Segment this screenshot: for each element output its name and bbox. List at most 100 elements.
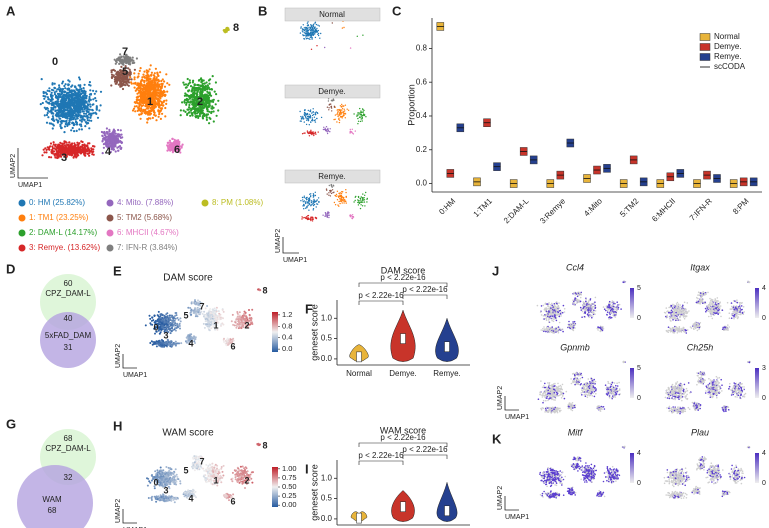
cell-point [130, 82, 133, 85]
cell-point [86, 119, 89, 122]
cell-point [179, 320, 182, 323]
cell-point [302, 217, 304, 219]
cell-point [309, 114, 312, 117]
cell-point [306, 22, 309, 24]
cell-point [186, 113, 189, 116]
cell-point [167, 466, 170, 469]
cell-point [328, 107, 330, 109]
cell-point [162, 100, 165, 104]
cell-point [158, 340, 161, 343]
cell-point [211, 308, 214, 311]
cell-point [148, 85, 151, 88]
cell-point [66, 91, 69, 94]
cell-point [240, 327, 243, 330]
cell-point [238, 311, 241, 314]
cell-point [311, 216, 313, 219]
cell-point [304, 216, 306, 219]
cell-point [188, 97, 192, 100]
cell-point [76, 141, 79, 144]
cell-point [161, 326, 164, 329]
cell-point [75, 93, 78, 96]
cell-point [306, 33, 309, 36]
cell-point [79, 123, 83, 126]
cell-point [88, 81, 91, 84]
cell-point [189, 307, 192, 309]
cell-point [103, 130, 106, 134]
cell-point [107, 137, 110, 140]
cell-point [61, 82, 64, 85]
cell-point [151, 343, 154, 346]
cell-point [339, 108, 341, 111]
cell-point [135, 105, 138, 108]
cell-point [128, 68, 131, 71]
cell-point [306, 27, 308, 30]
cell-point [182, 81, 185, 84]
cell-point [163, 85, 167, 88]
cell-point [240, 324, 243, 327]
cell-point [137, 75, 140, 78]
cell-point [201, 109, 204, 112]
cell-point [88, 93, 91, 96]
cell-point [62, 112, 65, 115]
cell-point [173, 478, 176, 481]
cell-point [330, 190, 332, 192]
cell-point [191, 114, 194, 117]
cell-point [51, 103, 54, 107]
cell-point [345, 191, 347, 194]
cell-point [191, 89, 194, 92]
cell-point [175, 312, 178, 314]
cell-point [230, 320, 233, 323]
cell-point [161, 341, 163, 344]
cell-point [330, 103, 332, 105]
cell-point [162, 317, 165, 320]
cell-point [112, 128, 115, 131]
cell-point [65, 121, 68, 124]
cell-point [318, 25, 320, 27]
cell-point [66, 117, 69, 120]
cell-point [180, 342, 183, 345]
cell-point [329, 190, 331, 192]
cell-point [122, 83, 125, 86]
cell-point [92, 98, 95, 101]
cell-point [161, 78, 164, 81]
cell-point [59, 95, 62, 99]
cell-point [326, 189, 328, 191]
cell-point [213, 307, 216, 310]
cell-point [303, 196, 305, 199]
cell-point [171, 481, 174, 484]
cell-point [79, 116, 82, 119]
cell-point [47, 98, 50, 101]
cell-point [238, 322, 241, 325]
cell-point [144, 324, 147, 327]
cell-point [99, 104, 102, 107]
cell-point [340, 199, 342, 201]
cell-point [87, 99, 90, 102]
cell-point [79, 84, 82, 87]
cell-point [99, 90, 103, 93]
cell-point [114, 60, 118, 63]
cell-point [208, 102, 211, 105]
cell-point [258, 289, 261, 292]
cell-point [118, 58, 121, 61]
cell-point [301, 28, 304, 30]
cell-point [49, 142, 53, 145]
cell-point [311, 114, 314, 117]
cell-point [145, 74, 148, 77]
cell-point [206, 323, 209, 326]
cell-point [137, 72, 140, 75]
cell-point [168, 83, 171, 86]
cell-point [306, 217, 309, 219]
cell-point [236, 312, 239, 315]
cell-point [164, 93, 167, 96]
cell-point [357, 117, 359, 120]
cell-point [208, 122, 211, 125]
cell-point [176, 325, 179, 328]
cell-point [154, 105, 157, 108]
cell-point [328, 109, 330, 111]
cell-point [197, 311, 200, 314]
cell-point [310, 24, 312, 26]
cell-point [304, 132, 306, 134]
cell-point [143, 99, 146, 102]
cell-point [181, 101, 184, 104]
cell-point [363, 201, 366, 203]
